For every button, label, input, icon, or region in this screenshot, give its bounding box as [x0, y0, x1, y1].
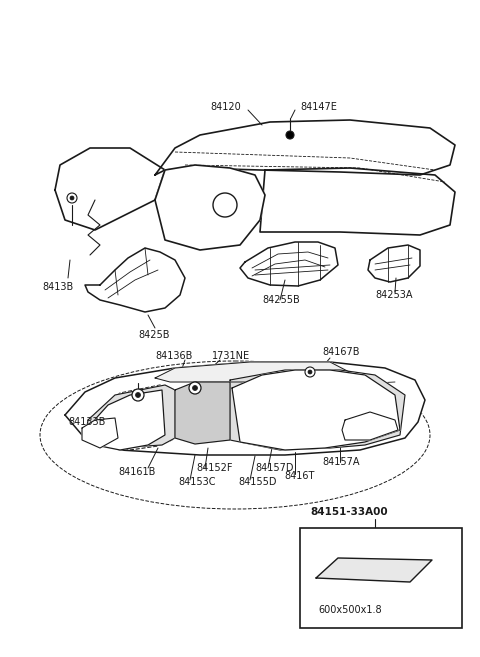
Polygon shape [82, 418, 118, 448]
Text: 84255B: 84255B [262, 295, 300, 305]
Circle shape [305, 367, 315, 377]
Circle shape [308, 370, 312, 374]
Text: 84152F: 84152F [196, 463, 232, 473]
Polygon shape [260, 168, 455, 235]
Text: 84153C: 84153C [178, 477, 216, 487]
Text: 84151-33A00: 84151-33A00 [310, 507, 388, 517]
Text: 84253A: 84253A [375, 290, 412, 300]
Circle shape [286, 131, 294, 139]
Text: 84155D: 84155D [238, 477, 276, 487]
Circle shape [70, 196, 74, 200]
Text: 84161B: 84161B [118, 467, 156, 477]
Polygon shape [368, 245, 420, 282]
Text: 84157A: 84157A [322, 457, 360, 467]
Polygon shape [316, 558, 432, 582]
Circle shape [67, 193, 77, 203]
Polygon shape [85, 385, 175, 448]
Polygon shape [85, 248, 185, 312]
Text: 600x500x1.8: 600x500x1.8 [318, 605, 382, 615]
Circle shape [189, 382, 201, 394]
Text: 84147E: 84147E [300, 102, 337, 112]
Text: 84157D: 84157D [255, 463, 293, 473]
Text: 84167B: 84167B [322, 347, 360, 357]
Text: 8416T: 8416T [284, 471, 314, 481]
Text: 8413B: 8413B [42, 282, 73, 292]
Polygon shape [65, 362, 425, 455]
Polygon shape [240, 242, 338, 286]
Text: 84136B: 84136B [155, 351, 192, 361]
Polygon shape [175, 382, 230, 444]
Circle shape [192, 386, 197, 390]
Text: 84133B: 84133B [68, 417, 106, 427]
Text: 1731NE: 1731NE [212, 351, 250, 361]
Circle shape [135, 392, 141, 397]
Circle shape [213, 193, 237, 217]
Polygon shape [232, 370, 400, 450]
Bar [300, 528, 462, 628]
Polygon shape [155, 165, 265, 250]
Text: 84120: 84120 [210, 102, 241, 112]
Polygon shape [155, 362, 355, 382]
Polygon shape [230, 370, 405, 450]
Text: 8425B: 8425B [138, 330, 169, 340]
Polygon shape [342, 412, 398, 440]
Circle shape [132, 389, 144, 401]
Polygon shape [155, 120, 455, 175]
Polygon shape [88, 390, 165, 450]
Polygon shape [55, 148, 165, 230]
